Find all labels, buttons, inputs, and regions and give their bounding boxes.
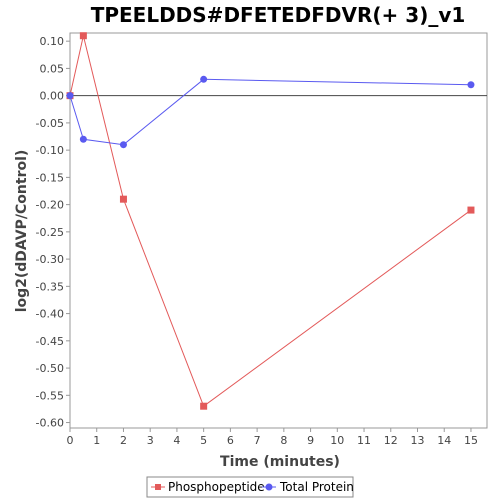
data-point-total-protein	[467, 81, 475, 89]
legend-phospho-label: Phosphopeptide	[168, 480, 265, 494]
data-point-total-protein	[79, 135, 87, 143]
y-tick-label: -0.40	[36, 308, 64, 321]
x-tick-label: 10	[330, 434, 344, 447]
y-tick-label: -0.45	[36, 335, 64, 348]
x-tick-label: 1	[93, 434, 100, 447]
x-tick-label: 4	[173, 434, 180, 447]
series-layer	[66, 32, 475, 410]
data-point-total-protein	[119, 141, 127, 149]
y-tick-label: -0.15	[36, 171, 64, 184]
x-axis-label: Time (minutes)	[220, 454, 340, 470]
x-axis-ticks: 0 1 2 3 4 5 6 7 8 9 10 11 12 13 14 15	[67, 428, 478, 447]
x-tick-label: 7	[254, 434, 261, 447]
data-point-total-protein	[66, 92, 74, 100]
x-tick-label: 13	[411, 434, 425, 447]
legend-total-label: Total Protein	[279, 480, 354, 494]
x-tick-label: 5	[200, 434, 207, 447]
legend-box	[146, 476, 354, 498]
y-tick-label: -0.30	[36, 253, 64, 266]
y-tick-label: -0.25	[36, 226, 64, 239]
y-tick-label: -0.20	[36, 199, 64, 212]
x-tick-label: 3	[147, 434, 154, 447]
x-tick-label: 6	[227, 434, 234, 447]
x-tick-label: 15	[464, 434, 478, 447]
x-tick-label: 0	[67, 434, 74, 447]
y-tick-label: -0.50	[36, 362, 64, 375]
data-point-total-protein	[200, 75, 208, 83]
x-tick-label: 2	[120, 434, 127, 447]
chart-title: TPEELDDS#DFETEDFDVR(+ 3)_v1	[91, 3, 466, 27]
x-tick-label: 8	[280, 434, 287, 447]
x-tick-label: 11	[357, 434, 371, 447]
data-point-phosphopeptide	[467, 206, 475, 214]
y-tick-label: -0.55	[36, 389, 64, 402]
plot-area	[69, 32, 488, 429]
legend-phospho-marker	[155, 484, 161, 490]
data-point-phosphopeptide	[79, 32, 87, 40]
y-tick-label: -0.35	[36, 280, 64, 293]
x-tick-label: 14	[437, 434, 451, 447]
x-tick-label: 12	[384, 434, 398, 447]
y-tick-label: 0.00	[40, 90, 65, 103]
data-point-phosphopeptide	[200, 402, 208, 410]
legend-total-marker	[265, 483, 273, 491]
y-tick-label: -0.60	[36, 417, 64, 430]
y-tick-label: -0.05	[36, 117, 64, 130]
y-axis-ticks: 0.10 0.05 0.00 -0.05 -0.10 -0.15 -0.20 -0.25 -0.…	[36, 35, 70, 430]
data-point-phosphopeptide	[119, 195, 127, 203]
y-axis-label: log2(dDAVP/Control)	[14, 150, 30, 313]
legend: Phosphopeptide Total Protein	[146, 476, 354, 498]
y-tick-label: 0.10	[40, 35, 65, 48]
y-tick-label: 0.05	[40, 62, 65, 75]
x-tick-label: 9	[307, 434, 314, 447]
y-tick-label: -0.10	[36, 144, 64, 157]
